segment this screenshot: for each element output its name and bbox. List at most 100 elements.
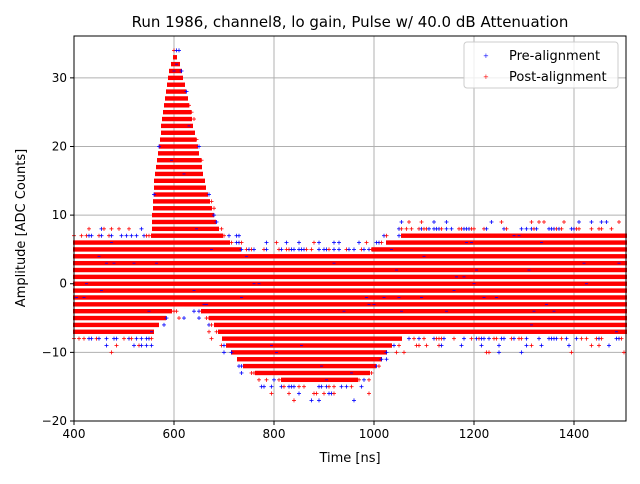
pre-alignment-point — [129, 233, 134, 238]
pre-alignment-point — [222, 343, 226, 348]
post-alignment-point — [369, 370, 374, 375]
post-alignment-point — [207, 329, 211, 334]
pre-alignment-point — [292, 247, 296, 252]
post-alignment-point — [589, 343, 594, 348]
pre-alignment-point — [519, 350, 524, 355]
pre-alignment-point — [399, 219, 404, 224]
post-alignment-point — [622, 350, 626, 355]
post-alignment-point — [229, 240, 234, 245]
post-alignment-point — [367, 377, 371, 382]
post-alignment-point — [579, 336, 584, 341]
pre-alignment-point — [432, 219, 436, 224]
post-alignment-band — [372, 247, 627, 252]
post-alignment-band — [73, 322, 159, 328]
post-alignment-point — [312, 240, 316, 245]
pre-alignment-point — [317, 247, 321, 252]
post-alignment-point — [302, 384, 306, 389]
post-alignment-point — [297, 384, 301, 389]
post-alignment-point — [77, 336, 81, 341]
post-alignment-point — [187, 103, 191, 108]
pre-alignment-point — [462, 336, 466, 341]
post-alignment-band — [168, 75, 183, 81]
post-alignment-band — [222, 336, 402, 341]
pre-alignment-point — [152, 192, 156, 197]
post-alignment-band — [167, 82, 185, 87]
post-alignment-band — [157, 158, 201, 163]
pre-alignment-point — [162, 322, 166, 327]
pre-alignment-point — [164, 316, 169, 321]
pre-alignment-point — [482, 336, 486, 341]
post-alignment-point — [189, 110, 194, 115]
post-alignment-point — [82, 336, 86, 341]
pre-alignment-point — [227, 233, 231, 238]
post-alignment-band — [73, 254, 627, 259]
pre-alignment-point — [214, 219, 219, 224]
post-alignment-point — [599, 336, 604, 341]
pre-alignment-point — [272, 377, 276, 382]
pre-alignment-point — [524, 226, 529, 231]
pre-alignment-point — [99, 233, 104, 238]
post-alignment-band — [164, 103, 189, 108]
post-alignment-point — [304, 247, 309, 252]
pre-alignment-point — [157, 144, 161, 149]
post-alignment-point — [357, 377, 361, 382]
post-alignment-point — [577, 226, 581, 231]
legend-marker-pre: + — [483, 52, 489, 60]
post-alignment-point — [589, 226, 594, 231]
pre-alignment-point — [297, 391, 301, 396]
post-alignment-point — [559, 336, 564, 341]
pre-alignment-point — [489, 219, 494, 224]
post-alignment-point — [199, 158, 204, 163]
pre-alignment-point — [417, 336, 421, 341]
pre-alignment-point — [297, 240, 301, 245]
legend-marker-post: + — [483, 73, 489, 81]
post-alignment-band — [73, 302, 627, 307]
pre-alignment-point — [524, 343, 529, 348]
post-alignment-point — [519, 336, 524, 341]
post-alignment-point — [569, 350, 574, 355]
post-alignment-point — [394, 350, 399, 355]
chart-title: Run 1986, channel8, lo gain, Pulse w/ 40… — [132, 13, 569, 31]
pre-alignment-point — [497, 350, 501, 355]
pre-alignment-point — [292, 384, 296, 389]
pre-alignment-point — [607, 343, 611, 348]
pre-alignment-point — [317, 240, 321, 245]
post-alignment-band — [243, 363, 376, 369]
post-alignment-point — [597, 343, 601, 348]
pre-alignment-point — [534, 226, 539, 231]
post-alignment-point — [174, 309, 179, 314]
post-alignment-band — [73, 240, 230, 245]
post-alignment-band — [237, 357, 382, 362]
pre-alignment-point — [497, 343, 501, 348]
post-alignment-band — [162, 116, 192, 122]
post-alignment-point — [609, 226, 614, 231]
post-alignment-band — [73, 247, 241, 252]
post-alignment-band — [73, 315, 166, 321]
post-alignment-point — [599, 226, 604, 231]
post-alignment-band — [153, 206, 212, 211]
post-alignment-point — [472, 226, 476, 231]
post-alignment-band — [73, 281, 627, 286]
post-alignment-point — [397, 343, 401, 348]
pre-alignment-point — [427, 226, 431, 231]
post-alignment-point — [199, 309, 204, 314]
pre-alignment-point — [239, 370, 244, 375]
post-alignment-point — [529, 343, 534, 348]
pre-alignment-point — [539, 343, 544, 348]
post-alignment-point — [129, 336, 134, 341]
y-tick-label: 20 — [52, 139, 67, 153]
pre-alignment-point — [119, 233, 124, 238]
post-alignment-point — [149, 336, 154, 341]
pre-alignment-point — [352, 398, 356, 403]
pre-alignment-point — [502, 336, 506, 341]
pre-alignment-point — [577, 219, 581, 224]
pre-alignment-point — [479, 343, 484, 348]
x-tick-label: 1200 — [459, 427, 490, 441]
post-alignment-band — [152, 219, 216, 225]
post-alignment-point — [412, 336, 416, 341]
pre-alignment-point — [109, 233, 114, 238]
pre-alignment-point — [269, 384, 274, 389]
post-alignment-point — [212, 206, 216, 211]
post-alignment-point — [409, 226, 414, 231]
